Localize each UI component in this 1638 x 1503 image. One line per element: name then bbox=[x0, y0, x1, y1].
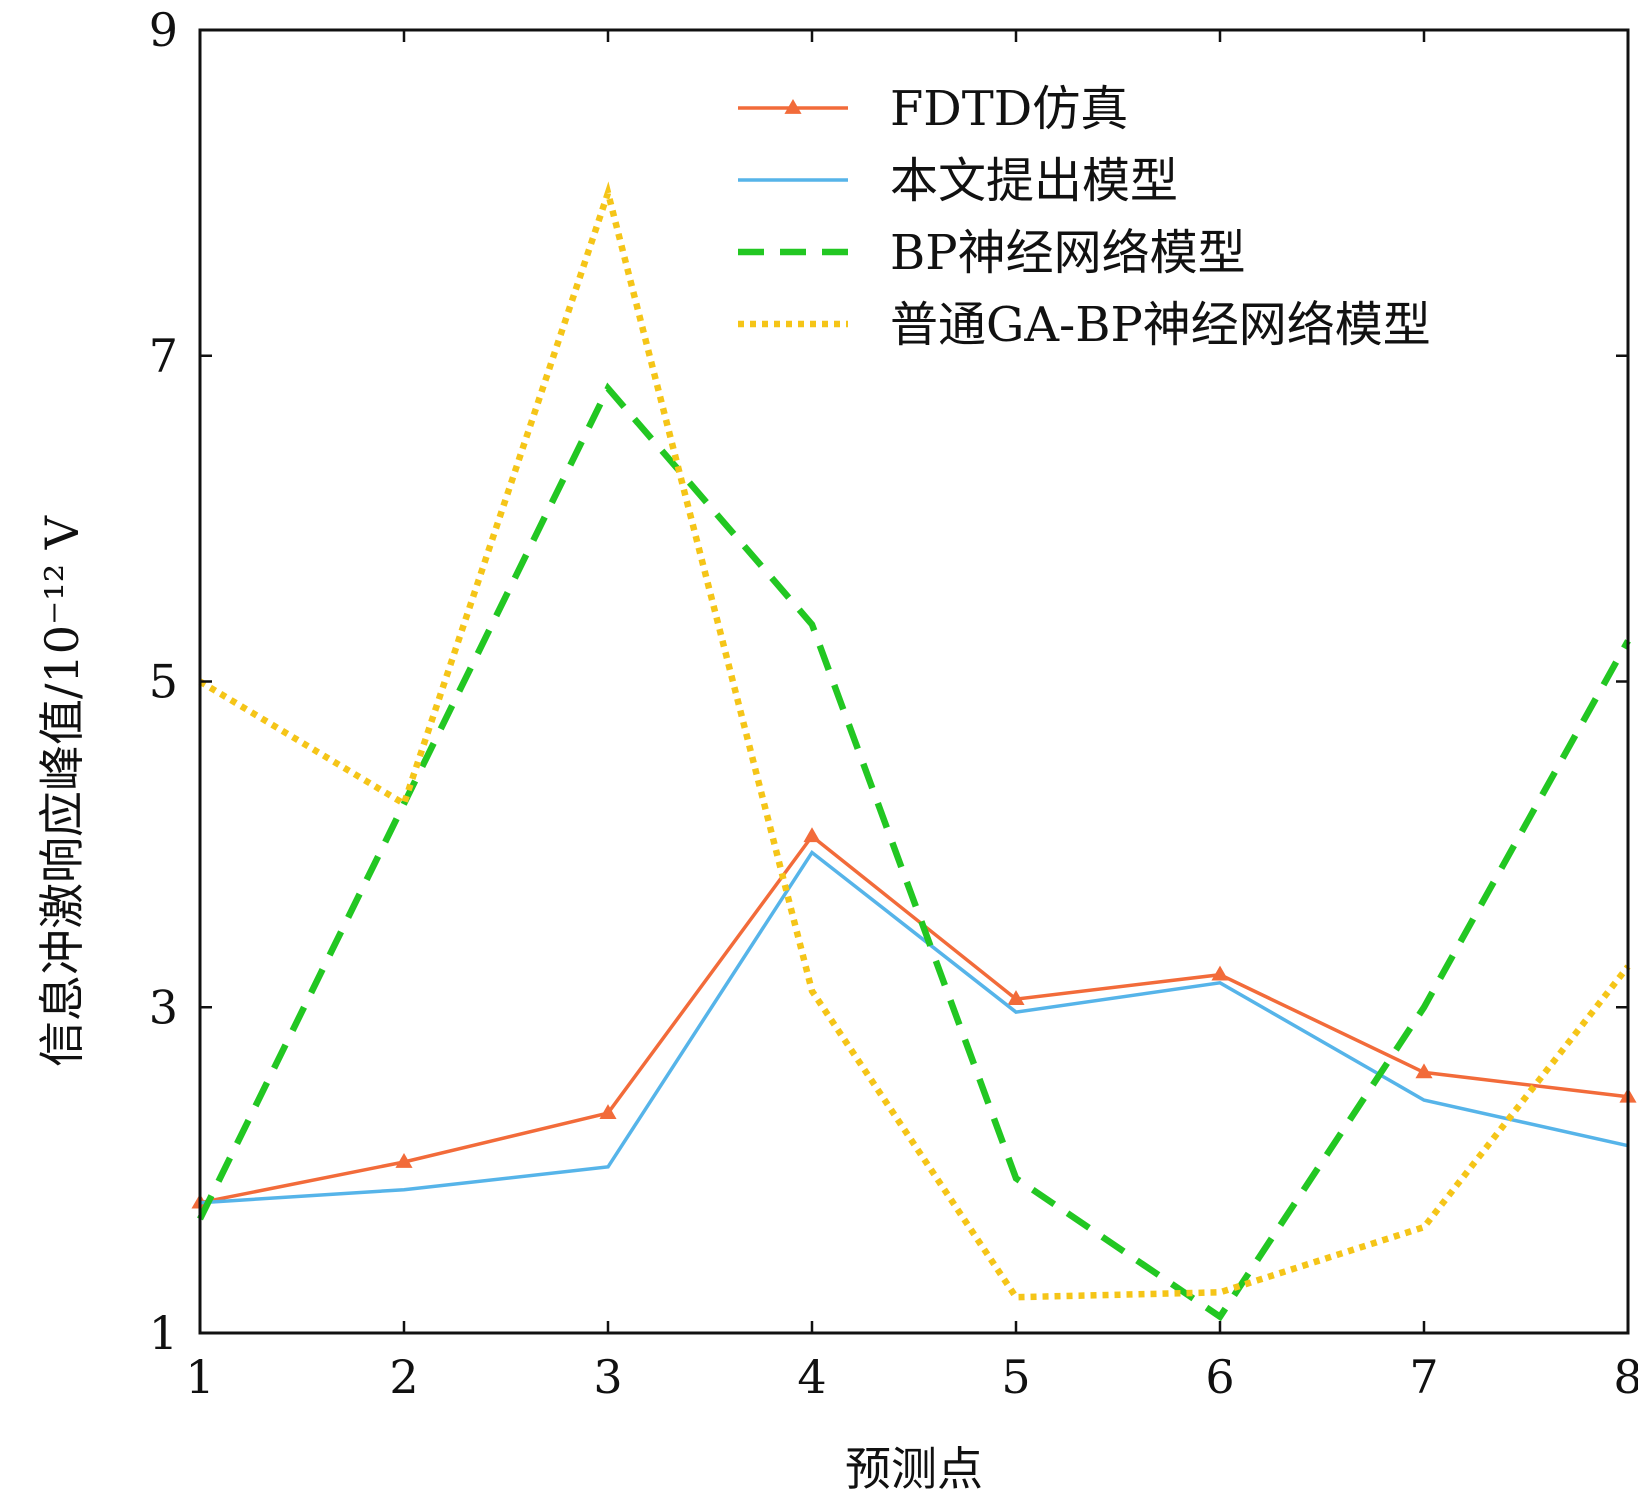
x-tick-label: 4 bbox=[797, 1350, 826, 1404]
data-point-marker bbox=[1007, 990, 1025, 1005]
legend-marker bbox=[784, 99, 802, 114]
series-line-1 bbox=[199, 849, 1629, 1205]
y-axis-title: 信息冲激响应峰值/10⁻¹² V bbox=[35, 515, 89, 1067]
x-tick-label: 3 bbox=[593, 1350, 622, 1404]
x-tick-label: 5 bbox=[1001, 1350, 1030, 1404]
x-axis-title: 预测点 bbox=[845, 1442, 983, 1496]
series-line-3 bbox=[198, 181, 1631, 1301]
legend-label: 本文提出模型 bbox=[890, 153, 1178, 209]
data-point-marker bbox=[1211, 965, 1229, 981]
y-tick-label: 5 bbox=[149, 655, 178, 709]
y-axis-ticks: 1 3 5 7 9 bbox=[149, 3, 1628, 1360]
data-point-marker bbox=[1415, 1063, 1433, 1079]
y-tick-label: 9 bbox=[149, 3, 178, 57]
x-tick-label: 8 bbox=[1613, 1350, 1638, 1404]
x-axis-ticks: 1 2 3 4 5 6 7 8 bbox=[185, 30, 1638, 1404]
legend-label: FDTD仿真 bbox=[890, 81, 1128, 137]
x-tick-label: 7 bbox=[1409, 1350, 1438, 1404]
y-tick-label: 3 bbox=[149, 980, 178, 1034]
y-tick-label: 7 bbox=[149, 329, 178, 383]
legend-label: BP神经网络模型 bbox=[890, 225, 1246, 281]
series-line-0 bbox=[199, 833, 1629, 1205]
x-tick-label: 6 bbox=[1205, 1350, 1234, 1404]
series-layer bbox=[191, 181, 1637, 1322]
y-tick-label: 1 bbox=[149, 1306, 178, 1360]
series-line-2 bbox=[197, 382, 1631, 1322]
legend-label: 普通GA-BP神经网络模型 bbox=[890, 297, 1431, 353]
data-point-marker bbox=[803, 827, 821, 843]
data-point-marker bbox=[599, 1104, 617, 1119]
data-point-marker bbox=[395, 1152, 413, 1168]
x-tick-label: 1 bbox=[185, 1350, 214, 1404]
x-tick-label: 2 bbox=[389, 1350, 418, 1404]
